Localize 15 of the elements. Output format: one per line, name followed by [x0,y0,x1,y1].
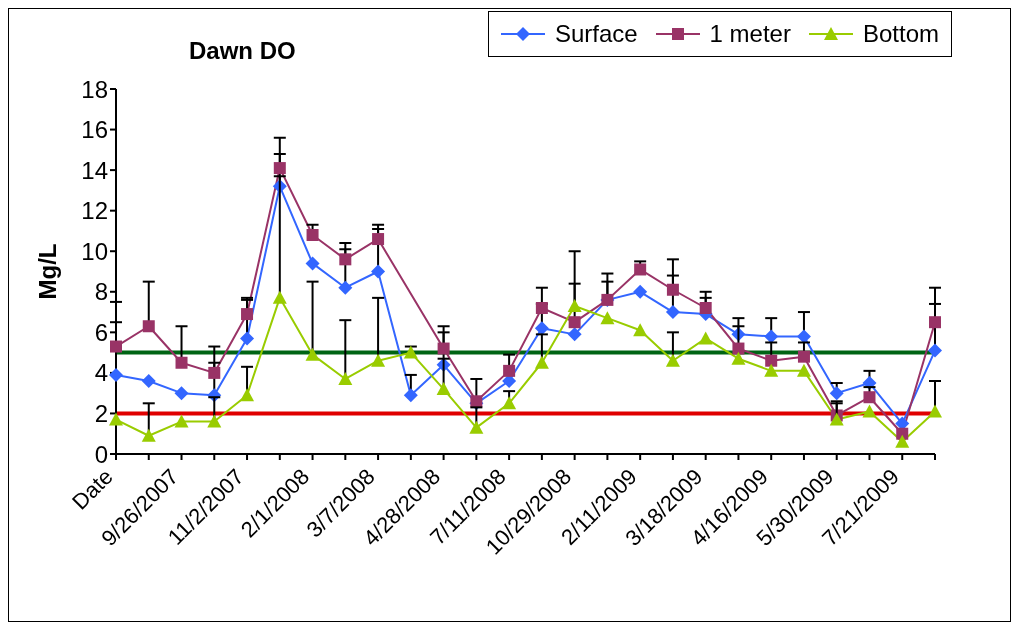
y-tick-label: 16 [81,116,108,144]
legend-label: 1 meter [709,20,791,48]
y-tick-label: 6 [94,318,108,346]
y-tick-label: 14 [81,156,108,184]
chart-title: Dawn DO [189,37,296,65]
y-tick-label: 4 [94,359,108,387]
y-tick-label: 8 [94,278,108,306]
y-tick-label: 18 [81,75,108,103]
y-tick-label: 12 [81,197,108,225]
legend-label: Bottom [862,20,939,48]
legend-label: Surface [554,20,638,48]
y-tick-label: 0 [94,440,108,468]
y-tick-label: 10 [81,237,108,265]
y-axis-title: Mg/L [33,243,61,300]
y-tick-label: 2 [94,399,108,427]
